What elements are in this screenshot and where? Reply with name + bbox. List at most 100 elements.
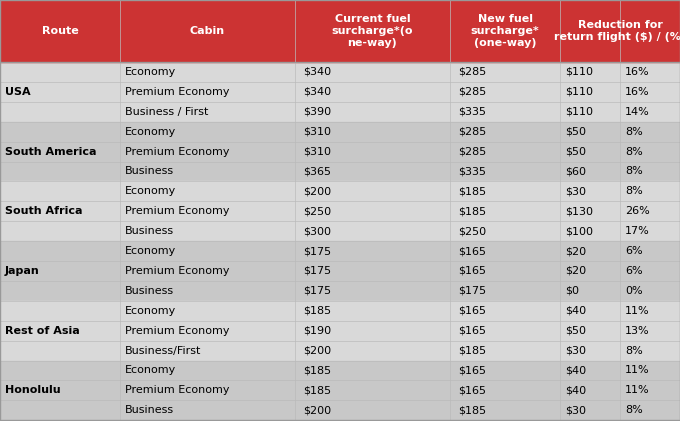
Bar	[0, 301, 680, 321]
Text: $130: $130	[565, 206, 593, 216]
Text: $335: $335	[458, 166, 486, 176]
Text: 8%: 8%	[625, 166, 643, 176]
Text: $50: $50	[565, 326, 586, 336]
Text: $310: $310	[303, 127, 331, 137]
Text: $250: $250	[458, 226, 486, 236]
Text: $335: $335	[458, 107, 486, 117]
Text: Current fuel
surcharge*(o
ne-way): Current fuel surcharge*(o ne-way)	[332, 13, 413, 48]
Text: Business: Business	[125, 166, 174, 176]
Text: $285: $285	[458, 87, 486, 97]
Text: Business: Business	[125, 226, 174, 236]
Text: $165: $165	[458, 326, 486, 336]
Text: $20: $20	[565, 246, 586, 256]
Text: Premium Economy: Premium Economy	[125, 266, 230, 276]
Bar	[0, 341, 680, 360]
Text: New fuel
surcharge*
(one-way): New fuel surcharge* (one-way)	[471, 13, 539, 48]
Text: $285: $285	[458, 147, 486, 157]
Text: $165: $165	[458, 306, 486, 316]
Text: South Africa: South Africa	[5, 206, 82, 216]
Text: Premium Economy: Premium Economy	[125, 206, 230, 216]
Text: $40: $40	[565, 365, 586, 376]
Text: $185: $185	[458, 346, 486, 356]
Text: 26%: 26%	[625, 206, 650, 216]
Text: $30: $30	[565, 187, 586, 196]
Text: 14%: 14%	[625, 107, 650, 117]
Text: Business: Business	[125, 405, 174, 415]
Text: Rest of Asia: Rest of Asia	[5, 326, 80, 336]
Bar	[0, 62, 680, 82]
Bar	[0, 201, 680, 221]
Bar	[0, 400, 680, 420]
Bar	[0, 181, 680, 201]
Text: Business/First: Business/First	[125, 346, 201, 356]
Text: $200: $200	[303, 405, 331, 415]
Text: $165: $165	[458, 385, 486, 395]
Text: $175: $175	[303, 266, 331, 276]
Text: $185: $185	[303, 306, 331, 316]
Bar	[0, 0, 680, 62]
Text: Economy: Economy	[125, 187, 176, 196]
Text: $175: $175	[458, 286, 486, 296]
Text: 8%: 8%	[625, 346, 643, 356]
Text: $40: $40	[565, 306, 586, 316]
Text: $165: $165	[458, 365, 486, 376]
Bar	[0, 221, 680, 241]
Text: Business / First: Business / First	[125, 107, 208, 117]
Text: Premium Economy: Premium Economy	[125, 147, 230, 157]
Text: Economy: Economy	[125, 127, 176, 137]
Text: Honolulu: Honolulu	[5, 385, 61, 395]
Text: Economy: Economy	[125, 67, 176, 77]
Text: $60: $60	[565, 166, 586, 176]
Text: 11%: 11%	[625, 385, 649, 395]
Text: $165: $165	[458, 246, 486, 256]
Text: Cabin: Cabin	[190, 26, 225, 36]
Bar	[0, 360, 680, 381]
Text: Premium Economy: Premium Economy	[125, 87, 230, 97]
Text: $100: $100	[565, 226, 593, 236]
Text: Business: Business	[125, 286, 174, 296]
Text: $285: $285	[458, 67, 486, 77]
Text: Economy: Economy	[125, 306, 176, 316]
Text: Premium Economy: Premium Economy	[125, 385, 230, 395]
Text: $185: $185	[458, 187, 486, 196]
Bar	[0, 82, 680, 102]
Bar	[0, 381, 680, 400]
Text: $185: $185	[303, 365, 331, 376]
Text: 8%: 8%	[625, 147, 643, 157]
Bar	[0, 141, 680, 162]
Text: 16%: 16%	[625, 87, 649, 97]
Text: $340: $340	[303, 67, 331, 77]
Text: 6%: 6%	[625, 266, 643, 276]
Bar	[0, 321, 680, 341]
Bar	[0, 281, 680, 301]
Text: $365: $365	[303, 166, 331, 176]
Text: 6%: 6%	[625, 246, 643, 256]
Text: Economy: Economy	[125, 365, 176, 376]
Text: $110: $110	[565, 67, 593, 77]
Text: $390: $390	[303, 107, 331, 117]
Bar	[0, 261, 680, 281]
Text: $30: $30	[565, 346, 586, 356]
Text: $50: $50	[565, 127, 586, 137]
Text: 8%: 8%	[625, 405, 643, 415]
Text: 11%: 11%	[625, 306, 649, 316]
Text: $20: $20	[565, 266, 586, 276]
Text: $110: $110	[565, 87, 593, 97]
Text: $300: $300	[303, 226, 331, 236]
Text: $175: $175	[303, 286, 331, 296]
Text: $40: $40	[565, 385, 586, 395]
Bar	[0, 241, 680, 261]
Text: $185: $185	[458, 405, 486, 415]
Text: 16%: 16%	[625, 67, 649, 77]
Text: 0%: 0%	[625, 286, 643, 296]
Bar	[0, 102, 680, 122]
Text: USA: USA	[5, 87, 31, 97]
Text: 17%: 17%	[625, 226, 650, 236]
Text: Economy: Economy	[125, 246, 176, 256]
Text: $0: $0	[565, 286, 579, 296]
Bar	[0, 162, 680, 181]
Text: Premium Economy: Premium Economy	[125, 326, 230, 336]
Text: $185: $185	[458, 206, 486, 216]
Text: $165: $165	[458, 266, 486, 276]
Text: $185: $185	[303, 385, 331, 395]
